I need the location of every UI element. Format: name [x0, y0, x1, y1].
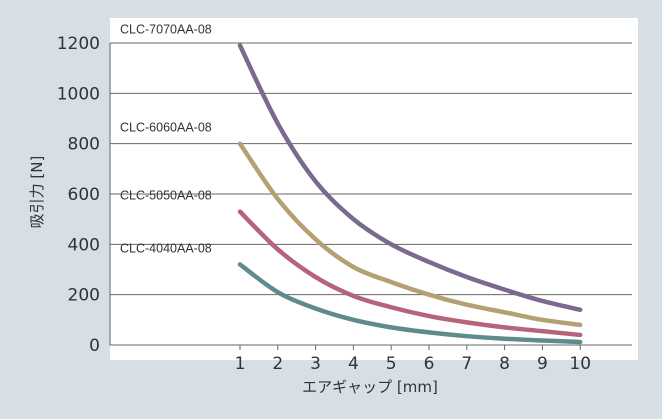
series-lines — [237, 43, 583, 345]
x-tick-label: 4 — [348, 354, 359, 374]
y-tick-label: 800 — [68, 135, 100, 155]
x-tick-label: 10 — [569, 354, 591, 374]
series-label: CLC-7070AA-08 — [120, 23, 212, 37]
series-line — [237, 43, 583, 313]
x-tick-label: 9 — [537, 354, 548, 374]
series-line — [237, 262, 583, 345]
y-tick-label: 600 — [68, 185, 100, 205]
y-tick-label: 1200 — [57, 34, 100, 54]
y-tick-label: 400 — [68, 235, 100, 255]
series-line — [237, 141, 583, 328]
series-label: CLC-6060AA-08 — [120, 121, 212, 135]
y-tick-label: 200 — [68, 286, 100, 306]
x-axis-title: エアギャップ [mm] — [302, 378, 438, 396]
y-axis-title: 吸引力 [N] — [28, 156, 46, 229]
x-tick-label: 6 — [424, 354, 435, 374]
x-tick-label: 5 — [386, 354, 397, 374]
x-tick-label: 1 — [235, 354, 246, 374]
x-tick-label: 7 — [461, 354, 472, 374]
series-label: CLC-5050AA-08 — [120, 189, 212, 203]
y-tick-label: 1000 — [57, 84, 100, 104]
y-tick-label: 0 — [89, 336, 100, 356]
x-axis-ticks: 1 2 3 4 5 6 7 8 9 10 — [235, 345, 591, 374]
grid — [109, 42, 632, 346]
series-labels: CLC-7070AA-08 CLC-6060AA-08 CLC-5050AA-08 C… — [120, 23, 212, 256]
series-label: CLC-4040AA-08 — [120, 241, 212, 255]
series-line — [237, 209, 583, 338]
x-tick-label: 3 — [310, 354, 321, 374]
y-axis-ticks: 0 200 400 600 800 1000 1200 — [57, 34, 100, 356]
x-tick-label: 2 — [272, 354, 283, 374]
x-tick-label: 8 — [499, 354, 510, 374]
